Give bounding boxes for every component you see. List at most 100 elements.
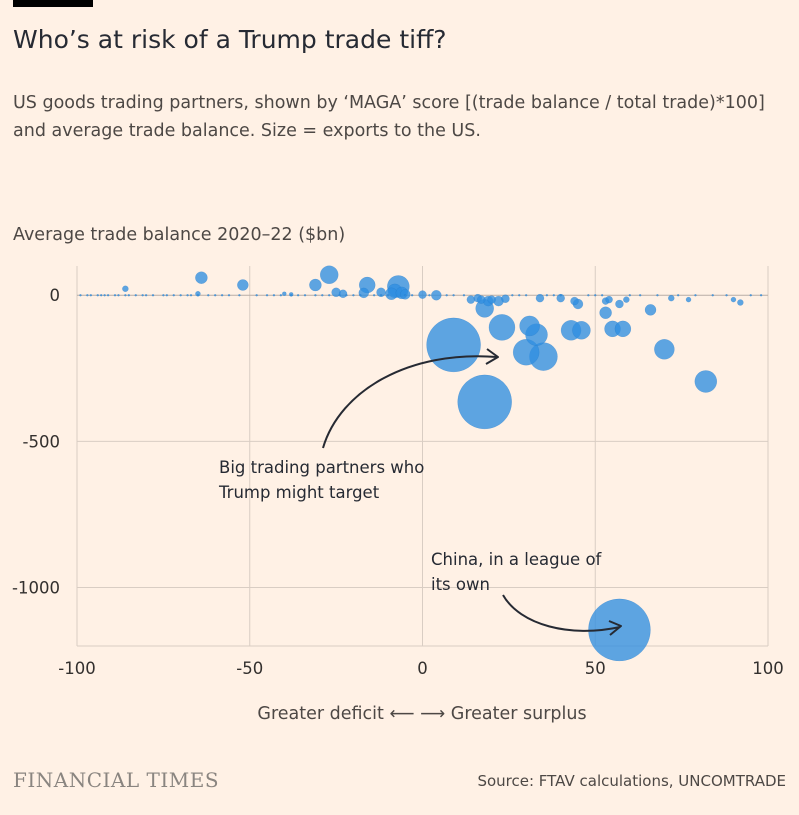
bubble-point: [556, 293, 565, 303]
x-axis-title: Greater deficit ⟵ ⟶ Greater surplus: [257, 704, 586, 724]
bubble-point: [545, 293, 549, 297]
bubble-point: [457, 374, 512, 430]
bubble-point: [195, 291, 201, 297]
bubble-point: [327, 293, 331, 297]
bubble-point: [638, 293, 642, 297]
bubble-point: [676, 293, 680, 297]
bubble-point: [487, 295, 496, 304]
bubble-point: [466, 295, 476, 304]
bubble-point: [207, 293, 210, 297]
x-tick-label: 0: [417, 659, 428, 678]
bubble-point: [426, 317, 481, 373]
bubble-point: [452, 293, 455, 297]
bubble-point: [615, 299, 624, 309]
bubble-point: [122, 285, 129, 293]
bubble-point: [376, 287, 386, 298]
bubble-point: [535, 293, 545, 303]
bubble-point: [165, 293, 169, 297]
annotation-arrows: [322, 348, 622, 636]
bubble-point: [725, 293, 728, 297]
bubble-point: [524, 293, 528, 297]
bubble-point: [570, 296, 579, 306]
bubble-point: [172, 293, 175, 297]
bubble-point: [265, 293, 269, 297]
bubble-point: [605, 295, 613, 304]
bubble-point: [668, 294, 675, 302]
bubble-point: [386, 293, 390, 297]
bubble-point: [321, 293, 324, 297]
bubble-point: [151, 293, 155, 297]
bubble-point: [572, 321, 591, 340]
arrow-china: [502, 594, 621, 632]
bubble-point: [195, 271, 208, 284]
bubble-point: [282, 291, 287, 297]
bubble-point: [372, 293, 376, 297]
bubble-point: [730, 296, 737, 303]
bubble-point: [186, 293, 189, 297]
bubble-point: [314, 293, 317, 297]
bubble-point: [462, 293, 466, 297]
bubble-point: [694, 293, 697, 297]
bubble-point: [303, 293, 307, 297]
bubble-point: [600, 293, 604, 297]
bubble-point: [272, 293, 276, 297]
bubble-point: [162, 293, 165, 297]
bubble-point: [587, 293, 590, 297]
bubble-point: [599, 306, 612, 320]
bubble-point: [338, 293, 341, 297]
bubble-point: [144, 293, 148, 297]
x-tick-label: -50: [236, 659, 263, 678]
bubble-point: [445, 293, 448, 297]
bubble-point: [623, 296, 630, 303]
annotation-china: China, in a league of its own: [431, 550, 602, 594]
y-axis-title: Average trade balance 2020–22 ($bn): [13, 225, 346, 245]
bubble-point: [238, 293, 241, 297]
bubble-point: [289, 293, 293, 297]
y-tick-label: -1000: [12, 579, 60, 598]
bubble-point: [141, 293, 144, 297]
bubble-point: [737, 299, 744, 306]
bubble-point: [512, 338, 540, 366]
bubble-point: [552, 293, 556, 297]
bubble-point: [501, 294, 510, 303]
bubble-point: [213, 293, 217, 297]
bubble-point: [517, 293, 521, 297]
bubble-point: [656, 293, 659, 297]
bubble-point: [196, 293, 200, 297]
bubble-point: [103, 293, 106, 297]
x-tick-label: 50: [585, 659, 606, 678]
bubble-point: [559, 293, 562, 297]
bubble-china: [588, 598, 651, 662]
bubble-point: [352, 293, 355, 297]
bubble-point: [379, 293, 383, 297]
bubble-point: [685, 296, 692, 303]
bubble-point: [279, 293, 283, 297]
bubble-point: [237, 279, 249, 291]
bubble-point: [296, 293, 300, 297]
bubble-point: [519, 315, 540, 337]
bubble-point: [117, 293, 120, 297]
bubble-point: [179, 293, 182, 297]
bubble-point: [255, 293, 258, 297]
bubble-point: [227, 293, 231, 297]
y-tick-label: 0: [50, 286, 61, 305]
bubble-point: [749, 293, 752, 297]
bubble-point: [220, 293, 224, 297]
bubble-point: [309, 278, 322, 292]
arrowhead-big-partners: [485, 348, 499, 365]
bubbles: [79, 265, 763, 662]
ft-top-bar: [13, 0, 93, 7]
bubble-point: [99, 293, 103, 297]
arrowhead-china: [608, 620, 622, 636]
arrow-big-partners: [322, 355, 498, 449]
bubble-point: [359, 293, 362, 297]
bubble-point: [189, 293, 193, 297]
bubble-point: [476, 295, 486, 304]
bubble-point: [654, 339, 675, 360]
bubble-point: [511, 293, 514, 297]
chart-subtitle: US goods trading partners, shown by ‘MAG…: [13, 93, 765, 141]
bubble-point: [345, 293, 348, 297]
bubble-point: [759, 293, 763, 297]
